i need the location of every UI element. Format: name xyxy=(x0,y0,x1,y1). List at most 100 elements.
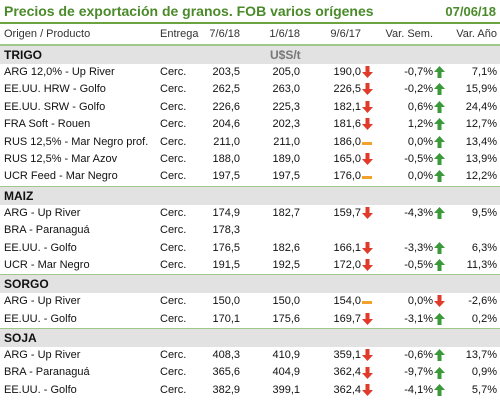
entrega-cell: Cerc. xyxy=(160,366,187,379)
section-title: TRIGO xyxy=(4,48,42,62)
table-row: RUS 12,5% - Mar Negro prof. Cerc. 211,0 211… xyxy=(0,134,500,151)
product-cell: RUS 12,5% - Mar Negro prof. xyxy=(4,135,149,148)
var-ano-cell: 15,9% xyxy=(465,83,497,96)
price-date-2-cell: 205,0 xyxy=(272,66,300,78)
price-date-1-cell: 262,5 xyxy=(212,83,240,96)
price-date-1-cell: 150,0 xyxy=(212,295,240,308)
flat-dash-icon xyxy=(362,134,374,151)
section-soja: SOJA xyxy=(0,328,500,348)
price-date-3-cell: 159,7 xyxy=(333,206,361,219)
entrega-cell: Cerc. xyxy=(160,206,187,219)
table-row: ARG - Up River Cerc. 150,0 150,0 154,0 0,0% -2… xyxy=(0,293,500,310)
price-date-3-cell: 362,4 xyxy=(333,366,361,379)
price-date-3-cell: 362,4 xyxy=(333,383,361,396)
entrega-cell: Cerc. xyxy=(160,383,187,396)
price-date-2-cell: 399,1 xyxy=(272,383,300,396)
table-row: EE.UU. - Golfo Cerc. 176,5 182,6 166,1 -3,3% 6… xyxy=(0,240,500,257)
flat-dash-icon xyxy=(362,293,374,310)
var-sem-cell: -3,3% xyxy=(404,241,433,254)
price-date-1-cell: 204,6 xyxy=(212,118,240,131)
price-date-1-cell: 226,6 xyxy=(212,100,240,113)
header-product: Origen / Producto xyxy=(4,28,91,40)
product-cell: EE.UU. HRW - Golfo xyxy=(4,83,106,96)
price-date-3-cell: 186,0 xyxy=(333,135,361,148)
price-date-2-cell: 211,0 xyxy=(273,135,300,148)
var-ano-cell: 6,3% xyxy=(471,241,497,254)
arrow-down-icon xyxy=(362,257,374,274)
header-entrega: Entrega xyxy=(160,28,199,40)
report-date: 07/06/18 xyxy=(445,3,496,19)
product-cell: EE.UU. - Golfo xyxy=(4,241,77,254)
entrega-cell: Cerc. xyxy=(160,295,187,308)
unit-label: U$S/t xyxy=(270,48,301,62)
section-maiz: MAIZ xyxy=(0,185,500,205)
var-ano-cell: 24,4% xyxy=(465,100,497,113)
price-date-2-cell: 192,5 xyxy=(272,258,300,271)
price-date-1-cell: 408,3 xyxy=(212,349,240,362)
price-date-3-cell: 182,1 xyxy=(333,100,361,113)
var-sem-cell: 0,0% xyxy=(407,295,433,308)
product-cell: RUS 12,5% - Mar Azov xyxy=(4,152,118,165)
table-row: EE.UU. HRW - Golfo Cerc. 262,5 263,0 226,5 -0… xyxy=(0,81,500,98)
var-ano-cell: 9,5% xyxy=(471,206,497,219)
price-date-3-cell: 226,5 xyxy=(333,83,361,96)
flat-dash-icon xyxy=(362,168,374,185)
table-row: EE.UU. - Golfo Cerc. 382,9 399,1 362,4 -4,1% 5… xyxy=(0,382,500,399)
section-title: SORGO xyxy=(4,277,49,292)
var-sem-cell: -0,5% xyxy=(404,258,433,271)
arrow-up-icon xyxy=(434,81,446,98)
price-date-2-cell: 410,9 xyxy=(272,349,300,362)
price-date-1-cell: 211,0 xyxy=(213,135,240,148)
table-row: ARG - Up River Cerc. 408,3 410,9 359,1 -0,6% 1… xyxy=(0,347,500,364)
entrega-cell: Cerc. xyxy=(160,66,187,78)
price-date-3-cell: 165,0 xyxy=(333,152,361,165)
section-trigo: TRIGO U$S/t xyxy=(0,45,500,64)
arrow-down-icon xyxy=(362,347,374,364)
entrega-cell: Cerc. xyxy=(160,170,187,183)
var-sem-cell: -9,7% xyxy=(404,366,433,379)
price-date-2-cell: 263,0 xyxy=(272,83,300,96)
header-date-2: 1/6/18 xyxy=(269,28,300,40)
section-title: SOJA xyxy=(4,331,37,346)
product-cell: FRA Soft - Rouen xyxy=(4,118,91,131)
arrow-down-icon xyxy=(362,382,374,399)
price-date-2-cell: 150,0 xyxy=(272,295,300,308)
header-date-3: 9/6/17 xyxy=(330,28,361,40)
var-sem-cell: 0,6% xyxy=(407,100,433,113)
var-ano-cell: 11,3% xyxy=(466,258,497,271)
price-date-2-cell: 175,6 xyxy=(272,312,300,325)
product-cell: BRA - Paranaguá xyxy=(4,224,90,237)
var-sem-cell: -4,3% xyxy=(404,206,433,219)
var-ano-cell: 0,2% xyxy=(471,312,497,325)
product-cell: ARG - Up River xyxy=(4,349,81,362)
entrega-cell: Cerc. xyxy=(160,349,187,362)
price-date-1-cell: 174,9 xyxy=(212,206,240,219)
var-ano-cell: 12,2% xyxy=(465,170,497,183)
price-date-2-cell: 225,3 xyxy=(272,100,300,113)
arrow-up-icon xyxy=(434,382,446,399)
arrow-down-icon xyxy=(362,116,374,133)
product-cell: EE.UU. - Golfo xyxy=(4,312,77,325)
arrow-up-icon xyxy=(434,116,446,133)
arrow-down-icon xyxy=(362,364,374,381)
var-ano-cell: 13,9% xyxy=(465,152,497,165)
entrega-cell: Cerc. xyxy=(160,100,187,113)
table-row: ARG 12,0% - Up River Cerc. 203,5 205,0 190,0… xyxy=(0,64,500,81)
product-cell: BRA - Paranaguá xyxy=(4,366,90,379)
price-date-2-cell: 404,9 xyxy=(272,366,300,379)
arrow-down-icon xyxy=(362,64,374,81)
var-ano-cell: 0,9% xyxy=(471,366,497,379)
arrow-up-icon xyxy=(434,151,446,168)
price-date-2-cell: 182,6 xyxy=(272,241,300,254)
price-date-1-cell: 170,1 xyxy=(212,312,240,325)
var-sem-cell: -4,1% xyxy=(404,383,433,396)
entrega-cell: Cerc. xyxy=(160,224,187,237)
price-date-1-cell: 191,5 xyxy=(212,258,240,271)
price-date-2-cell: 189,0 xyxy=(272,152,300,165)
var-ano-cell: 5,7% xyxy=(471,383,497,396)
var-sem-cell: -0,5% xyxy=(404,152,433,165)
entrega-cell: Cerc. xyxy=(160,241,187,254)
entrega-cell: Cerc. xyxy=(160,135,187,148)
table-row: EE.UU. - Golfo Cerc. 170,1 175,6 169,7 -3,1% 0… xyxy=(0,311,500,328)
price-date-3-cell: 169,7 xyxy=(333,312,361,325)
